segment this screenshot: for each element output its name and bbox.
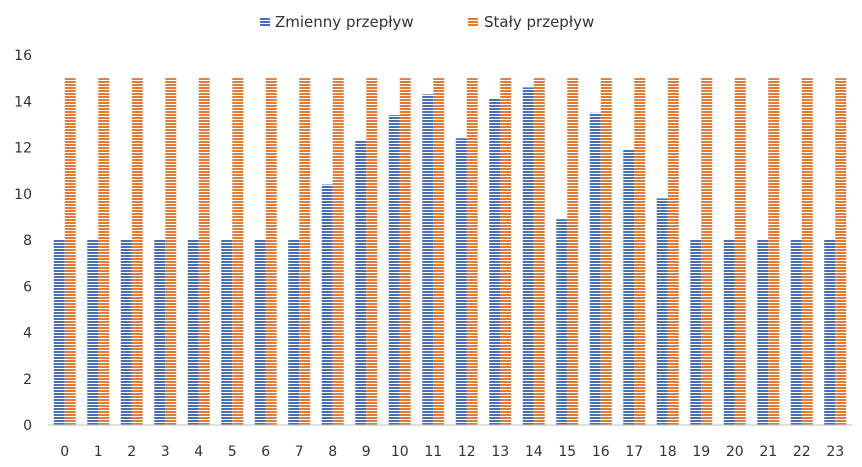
bar-series-1-cat-7 xyxy=(288,240,300,425)
x-tick-label: 2 xyxy=(127,444,136,460)
x-tick-label: 19 xyxy=(692,444,710,460)
bar-series-2-cat-8 xyxy=(332,78,344,425)
bar-series-2-cat-15 xyxy=(567,78,579,425)
bar-series-2-cat-19 xyxy=(701,78,713,425)
bar-series-1-cat-9 xyxy=(355,140,367,425)
bar-series-2-cat-18 xyxy=(667,78,679,425)
bar-series-2-cat-20 xyxy=(734,78,746,425)
legend-item-series-1: Zmienny przepływ xyxy=(260,13,414,31)
bar-series-1-cat-13 xyxy=(489,98,501,425)
bar-series-1-cat-19 xyxy=(690,240,702,425)
bar-series-2-cat-2 xyxy=(131,78,143,425)
bar-series-2-cat-11 xyxy=(433,78,445,425)
bar-series-1-cat-23 xyxy=(824,240,836,425)
bar-series-1-cat-20 xyxy=(723,240,735,425)
bar-series-1-cat-10 xyxy=(388,115,400,425)
bar-series-2-cat-4 xyxy=(198,78,210,425)
y-tick-label: 0 xyxy=(23,418,32,434)
bar-series-2-cat-22 xyxy=(801,78,813,425)
y-tick-label: 2 xyxy=(23,372,32,388)
x-tick-label: 8 xyxy=(328,444,337,460)
legend-label-series-2: Stały przepływ xyxy=(484,13,594,31)
x-tick-label: 6 xyxy=(261,444,270,460)
bar-series-1-cat-8 xyxy=(321,184,333,425)
x-tick-label: 22 xyxy=(793,444,811,460)
bar-series-2-cat-9 xyxy=(366,78,378,425)
bar-series-1-cat-15 xyxy=(556,219,568,425)
x-tick-label: 10 xyxy=(391,444,409,460)
legend-label-series-1: Zmienny przepływ xyxy=(275,13,414,31)
x-tick-label: 18 xyxy=(659,444,677,460)
bar-series-1-cat-14 xyxy=(522,87,534,425)
x-tick-label: 14 xyxy=(525,444,543,460)
bar-series-1-cat-21 xyxy=(757,240,769,425)
x-tick-label: 21 xyxy=(759,444,777,460)
bar-series-2-cat-21 xyxy=(768,78,780,425)
y-tick-label: 16 xyxy=(14,48,32,64)
bar-series-1-cat-6 xyxy=(254,240,266,425)
bar-series-2-cat-10 xyxy=(399,78,411,425)
bar-series-2-cat-7 xyxy=(299,78,311,425)
bar-series-1-cat-2 xyxy=(120,240,132,425)
x-tick-label: 15 xyxy=(558,444,576,460)
bar-series-2-cat-5 xyxy=(232,78,244,425)
legend: Zmienny przepływ Stały przepływ xyxy=(260,13,594,31)
bar-series-2-cat-6 xyxy=(265,78,277,425)
bar-series-1-cat-4 xyxy=(187,240,199,425)
bar-series-1-cat-12 xyxy=(455,138,467,425)
legend-swatch-series-1 xyxy=(260,17,270,27)
y-axis-ticks: 0 2 4 6 8 10 12 14 16 xyxy=(14,48,32,434)
x-tick-label: 0 xyxy=(60,444,69,460)
x-tick-label: 9 xyxy=(362,444,371,460)
y-tick-label: 12 xyxy=(14,141,32,157)
y-tick-label: 6 xyxy=(23,279,32,295)
bar-series-2-cat-16 xyxy=(600,78,612,425)
x-tick-label: 4 xyxy=(194,444,203,460)
bar-series-1-cat-16 xyxy=(589,112,601,425)
bar-series-2-cat-13 xyxy=(500,78,512,425)
bar-series-2-cat-17 xyxy=(634,78,646,425)
bar-series-1-cat-17 xyxy=(623,149,635,425)
x-tick-label: 16 xyxy=(592,444,610,460)
bar-series-2-cat-23 xyxy=(835,78,847,425)
x-tick-label: 3 xyxy=(161,444,170,460)
bar-series-1-cat-3 xyxy=(154,240,166,425)
x-axis-ticks: 0 1 2 3 4 5 6 7 8 9 10 11 12 13 14 15 16 17 18 19 20 21 22 23 xyxy=(60,444,844,460)
bar-series-1-cat-18 xyxy=(656,198,668,425)
y-tick-label: 4 xyxy=(23,326,32,342)
bar-series-2-cat-0 xyxy=(64,78,76,425)
x-tick-label: 7 xyxy=(295,444,304,460)
x-tick-label: 20 xyxy=(726,444,744,460)
x-tick-label: 17 xyxy=(625,444,643,460)
y-tick-label: 14 xyxy=(14,94,32,110)
bar-series-1-cat-11 xyxy=(422,94,434,425)
x-tick-label: 23 xyxy=(826,444,844,460)
x-tick-label: 12 xyxy=(458,444,476,460)
bar-series-2-cat-3 xyxy=(165,78,177,425)
x-tick-label: 13 xyxy=(491,444,509,460)
bar-series-1-cat-5 xyxy=(221,240,233,425)
bar-series-1-cat-22 xyxy=(790,240,802,425)
bar-series-1-cat-0 xyxy=(53,240,65,425)
legend-item-series-2: Stały przepływ xyxy=(468,13,594,31)
bars xyxy=(53,78,847,425)
legend-swatch-series-2 xyxy=(468,17,478,27)
x-tick-label: 1 xyxy=(94,444,103,460)
y-tick-label: 8 xyxy=(23,233,32,249)
bar-series-2-cat-12 xyxy=(466,78,478,425)
bar-series-1-cat-1 xyxy=(87,240,99,425)
bar-series-2-cat-14 xyxy=(533,78,545,425)
x-tick-label: 5 xyxy=(228,444,237,460)
y-tick-label: 10 xyxy=(14,187,32,203)
bar-series-2-cat-1 xyxy=(98,78,110,425)
x-tick-label: 11 xyxy=(424,444,442,460)
